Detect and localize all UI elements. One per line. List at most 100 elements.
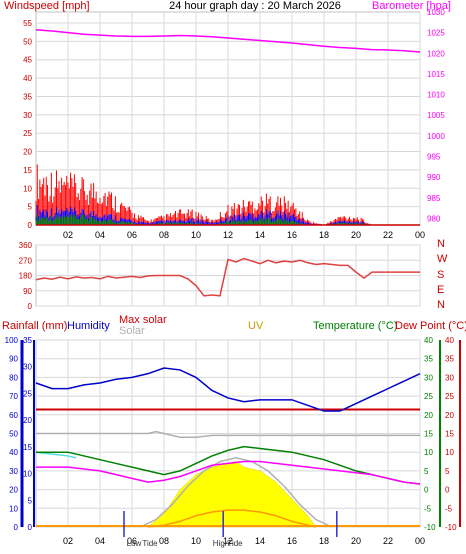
compass-label: W — [437, 253, 448, 265]
humidity-tick-label: 70 — [9, 392, 18, 401]
windspeed-axis-title: Windspeed [mph] — [4, 0, 90, 12]
compass-label: E — [437, 284, 444, 296]
legend-humidity: Humidity — [67, 320, 110, 332]
temp-cyan-line — [35, 451, 77, 459]
legend-solar: Solar — [119, 325, 145, 337]
wind-x-tick-label: 22 — [383, 230, 393, 240]
dewpoint-tick-label: 20 — [445, 411, 454, 420]
dewpoint-tick-label: 40 — [445, 336, 454, 345]
temp-tick-label: 40 — [424, 336, 433, 345]
temp-tick-label: 5 — [424, 467, 429, 476]
humidity-tick-label: 50 — [9, 430, 18, 439]
wind-y-tick-label: 45 — [23, 56, 32, 65]
temp-tick-label: -5 — [424, 504, 432, 513]
baro-y-tick-label: 985 — [427, 194, 441, 203]
dir-y-tick-label: 360 — [19, 241, 33, 250]
barometer-axis-title: Barometer [hpa] — [372, 0, 451, 12]
baro-y-tick-label: 1000 — [427, 132, 445, 141]
dewpoint-tick-label: 5 — [445, 467, 450, 476]
humidity-tick-label: 80 — [9, 373, 18, 382]
temp-tick-label: 15 — [424, 430, 433, 439]
rain-tick-label: 15 — [23, 443, 32, 452]
rain-tick-label: 5 — [28, 496, 33, 505]
baro-y-tick-label: 990 — [427, 173, 441, 182]
wind-x-tick-label: 06 — [127, 230, 137, 240]
baro-y-tick-label: 1010 — [427, 91, 445, 100]
humidity-tick-label: 0 — [14, 523, 19, 532]
compass-label: N — [437, 299, 445, 311]
humidity-tick-label: 30 — [9, 467, 18, 476]
wind-direction-line — [35, 257, 420, 297]
baro-y-tick-label: 1015 — [427, 70, 445, 79]
humidity-line — [35, 367, 421, 412]
baro-y-tick-label: 1020 — [427, 49, 445, 58]
wind-x-tick-label: 12 — [223, 230, 233, 240]
wind-barometer-chart: 02 04 06 08 10 12 14 16 18 20 22 000510152025303540… — [4, 0, 451, 240]
dewpoint-tick-label: 0 — [445, 486, 450, 495]
humidity-tick-label: 40 — [9, 448, 18, 457]
wind-y-tick-label: 15 — [23, 166, 32, 175]
baro-y-tick-label: 1030 — [427, 8, 445, 17]
legend-max-solar: Max solar — [119, 314, 167, 326]
wind-y-tick-label: 5 — [28, 203, 33, 212]
temp-tick-label: 30 — [424, 373, 433, 382]
rain-tick-label: 25 — [23, 389, 32, 398]
wind-y-tick-label: 20 — [23, 148, 32, 157]
tide-label-high: High — [213, 539, 229, 548]
tide-label-low: Low — [127, 539, 142, 548]
wind-y-tick-label: 10 — [23, 184, 32, 193]
humidity-tick-label: 90 — [9, 355, 18, 364]
dir-y-tick-label: 90 — [23, 287, 32, 296]
temp-x-tick-label: 04 — [95, 536, 105, 546]
wind-x-tick-label: 20 — [351, 230, 361, 240]
rain-tick-label: 35 — [23, 336, 32, 345]
temp-x-tick-label: 10 — [191, 536, 201, 546]
wind-y-tick-label: 30 — [23, 111, 32, 120]
temp-x-tick-label: 12 — [223, 536, 233, 546]
legend-rainfall: Rainfall (mm) — [2, 320, 67, 332]
wind-x-tick-label: 00 — [415, 230, 425, 240]
temp-x-tick-label: 02 — [63, 536, 73, 546]
temp-tick-label: -10 — [424, 523, 436, 532]
wind-y-tick-label: 40 — [23, 74, 32, 83]
temp-x-tick-label: 08 — [159, 536, 169, 546]
wind-x-tick-label: 14 — [255, 230, 265, 240]
dir-y-tick-label: 0 — [28, 302, 33, 311]
tide-label-tide2: Tide — [227, 539, 243, 548]
chart-title: 24 hour graph day : 20 March 2026 — [169, 0, 341, 12]
temp-x-tick-label: 00 — [415, 536, 425, 546]
humidity-tick-label: 10 — [9, 504, 18, 513]
humidity-tick-label: 100 — [5, 336, 19, 345]
wind-y-tick-label: 0 — [28, 221, 33, 230]
temp-x-tick-label: 18 — [319, 536, 329, 546]
wind-y-tick-label: 25 — [23, 129, 32, 138]
max-solar-line — [139, 457, 333, 528]
wind-x-tick-label: 02 — [63, 230, 73, 240]
temp-tick-label: 25 — [424, 392, 433, 401]
dewpoint-tick-label: 30 — [445, 373, 454, 382]
dewpoint-tick-label: 10 — [445, 448, 454, 457]
temp-tick-label: 0 — [424, 486, 429, 495]
dewpoint-tick-label: 25 — [445, 392, 454, 401]
rain-tick-label: 20 — [23, 416, 32, 425]
wind-x-tick-label: 04 — [95, 230, 105, 240]
temperature-humidity-chart: 02 04 06 08 10 12 14 16 18 20 22 000102030405060708… — [2, 314, 466, 548]
uv-line — [147, 509, 317, 528]
humidity-tick-label: 60 — [9, 411, 18, 420]
dir-y-tick-label: 270 — [19, 256, 33, 265]
legend-uv: UV — [248, 320, 264, 332]
dewpoint-tick-label: -5 — [445, 504, 453, 513]
baro-y-tick-label: 1025 — [427, 29, 445, 38]
legend-dewpoint: Dew Point (°C) — [395, 320, 466, 332]
dewpoint-tick-label: -10 — [445, 523, 457, 532]
wind-y-tick-label: 35 — [23, 92, 32, 101]
temp-x-tick-label: 20 — [351, 536, 361, 546]
dewpoint-tick-label: 15 — [445, 430, 454, 439]
dewpoint-tick-label: 35 — [445, 355, 454, 364]
rain-tick-label: 10 — [23, 470, 32, 479]
solar-line — [36, 430, 420, 438]
barometer-line — [35, 29, 421, 53]
baro-y-tick-label: 995 — [427, 152, 441, 161]
